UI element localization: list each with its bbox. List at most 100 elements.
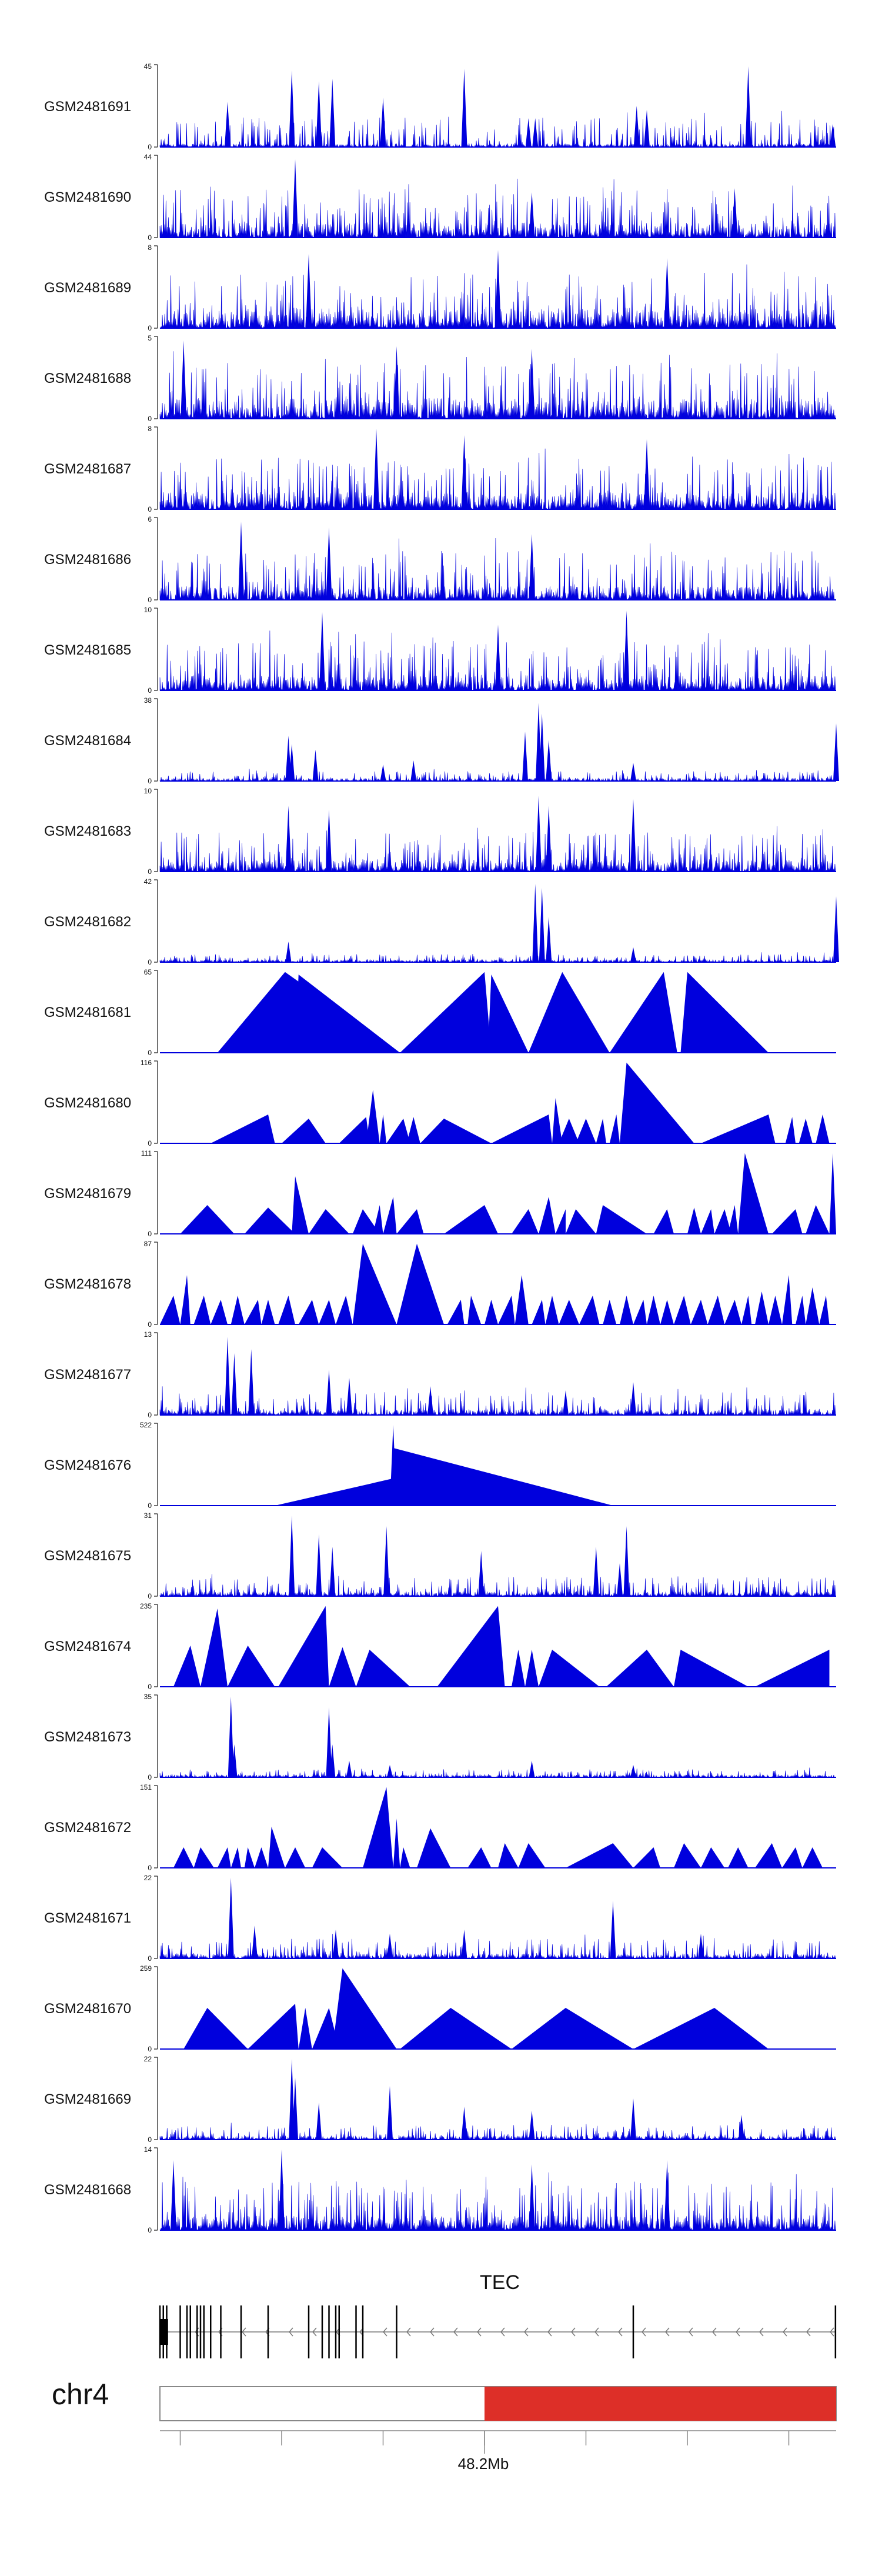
coverage-spike	[617, 1563, 623, 1596]
coverage-peak	[485, 1300, 498, 1324]
coverage-spike	[630, 763, 636, 781]
coverage-peak	[420, 1119, 492, 1143]
y-max-label: 259	[140, 1964, 152, 1973]
gene-track: TEC	[159, 2271, 837, 2358]
coverage-peak	[211, 1115, 275, 1143]
y-zero-label: 0	[148, 2226, 152, 2234]
track-GSM2481690: GSM2481690 44 0	[44, 153, 836, 242]
track-GSM2481691: GSM2481691 45 0	[44, 62, 836, 151]
coverage-peak	[295, 975, 400, 1053]
coverage-peak	[444, 1205, 498, 1234]
coverage-spike	[312, 749, 319, 781]
coverage-peak	[806, 1287, 820, 1324]
coverage-spike	[739, 2115, 744, 2140]
coverage-spike	[461, 435, 467, 509]
coverage-peak	[687, 1207, 701, 1234]
y-max-label: 5	[148, 334, 152, 342]
track-label: GSM2481676	[44, 1457, 131, 1473]
coverage-spike	[181, 341, 187, 419]
track-label: GSM2481681	[44, 1005, 131, 1020]
strand-arrow	[830, 2327, 834, 2337]
coverage-peak	[268, 1827, 285, 1868]
track-label: GSM2481674	[44, 1639, 131, 1654]
coverage-peak	[606, 1650, 674, 1687]
coverage-peak	[356, 1650, 410, 1687]
coverage-peak	[211, 1300, 228, 1324]
track-GSM2481670: GSM2481670 259 0	[44, 1964, 836, 2053]
coverage-peak	[467, 1847, 492, 1868]
track-GSM2481686: GSM2481686 6 0	[44, 515, 836, 604]
coverage-spike	[644, 439, 650, 509]
coverage-spike	[373, 428, 379, 509]
coverage-peak	[771, 1209, 803, 1234]
coverage-spike	[664, 258, 670, 328]
coverage-peak	[633, 1300, 647, 1324]
coverage-signal	[159, 1934, 836, 1960]
coverage-spike	[529, 2111, 535, 2140]
coverage-spike	[316, 1534, 322, 1596]
coverage-spike	[285, 806, 292, 872]
coverage-peak	[396, 1209, 424, 1234]
coverage-peak	[609, 1115, 620, 1143]
y-max-label: 6	[148, 515, 152, 523]
coverage-spike	[225, 1337, 230, 1415]
track-label: GSM2481687	[44, 461, 131, 477]
track-GSM2481672: GSM2481672 151 0	[44, 1783, 836, 1872]
coverage-peak	[319, 1300, 336, 1324]
coverage-peak	[230, 1847, 241, 1868]
track-label: GSM2481691	[44, 99, 131, 115]
track-label: GSM2481675	[44, 1548, 131, 1564]
y-max-label: 31	[144, 1511, 152, 1520]
track-label: GSM2481688	[44, 371, 131, 386]
coverage-peak	[714, 1209, 731, 1234]
coverage-spike	[228, 1696, 234, 1777]
coverage-peak	[633, 1847, 660, 1868]
strand-arrow	[689, 2327, 693, 2337]
coverage-spike	[525, 118, 532, 147]
coverage-peak	[352, 1243, 397, 1324]
y-max-label: 8	[148, 425, 152, 433]
coverage-spike	[698, 1934, 704, 1958]
coverage-spike	[644, 110, 650, 147]
coverage-spike	[289, 1515, 295, 1596]
track-GSM2481687: GSM2481687 8 0	[44, 425, 836, 513]
coverage-peak	[566, 1209, 596, 1234]
coverage-peak	[379, 1115, 387, 1143]
coverage-peak	[309, 1209, 349, 1234]
coverage-spike	[522, 732, 528, 781]
coverage-signal	[159, 2172, 836, 2231]
coverage-peak	[545, 1296, 559, 1324]
y-zero-label: 0	[148, 415, 152, 423]
y-max-label: 65	[144, 968, 152, 976]
track-GSM2481669: GSM2481669 22 0	[44, 2055, 836, 2144]
coverage-peak	[400, 972, 492, 1053]
coverage-peak	[609, 972, 677, 1053]
coverage-peak	[373, 1205, 383, 1234]
coverage-peak	[183, 2008, 248, 2049]
coverage-peak	[275, 1478, 393, 1506]
coverage-spike	[630, 1765, 636, 1777]
coverage-peak	[437, 1606, 505, 1687]
y-zero-label: 0	[148, 143, 152, 151]
coverage-peak	[755, 1650, 830, 1687]
coverage-peak	[653, 1209, 674, 1234]
coverage-peak	[491, 1115, 552, 1143]
coverage-peak	[728, 1205, 739, 1234]
strand-arrow	[524, 2327, 529, 2337]
coverage-spike	[171, 2160, 176, 2230]
coverage-spike	[529, 192, 535, 238]
y-zero-label: 0	[148, 596, 152, 604]
coverage-spike	[329, 1744, 336, 1777]
coverage-spike	[387, 2086, 393, 2140]
y-max-label: 151	[140, 1783, 152, 1791]
y-zero-label: 0	[148, 1139, 152, 1147]
coverage-spike	[228, 1877, 234, 1958]
coverage-spike	[731, 188, 738, 238]
coverage-peak	[806, 1205, 830, 1234]
track-GSM2481683: GSM2481683 10 0	[44, 787, 836, 876]
track-GSM2481685: GSM2481685 10 0	[44, 606, 836, 695]
track-label: GSM2481680	[44, 1095, 131, 1111]
coverage-peak	[244, 1207, 295, 1234]
coverage-peak	[829, 1153, 836, 1234]
coverage-peak	[393, 1818, 400, 1868]
